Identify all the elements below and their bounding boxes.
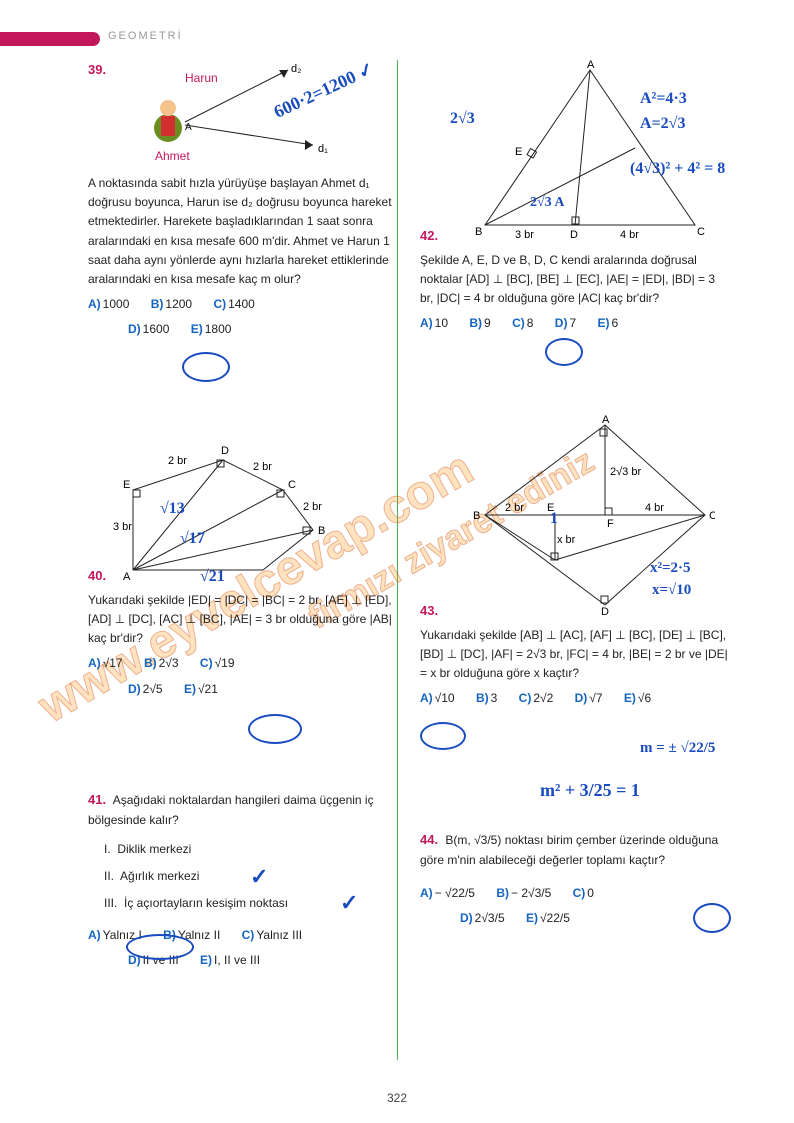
q43-hand-one: 1: [550, 510, 558, 528]
svg-text:D: D: [570, 229, 578, 240]
svg-text:2 br: 2 br: [303, 501, 322, 513]
q39-diagram: Harun Ahmet A d₁ d₂: [113, 60, 343, 170]
svg-text:Harun: Harun: [185, 71, 218, 85]
q41-text: Aşağıdaki noktalardan hangileri daima üç…: [88, 793, 374, 827]
q44-answer-circle: [693, 903, 731, 933]
svg-text:d₂: d₂: [291, 63, 301, 75]
svg-text:Ahmet: Ahmet: [155, 149, 190, 163]
q42-hand-b: A²=4·3: [640, 90, 687, 108]
q40-options: A)√17 B)2√3 C)√19: [88, 654, 398, 673]
q42-options: A)10 B)9 C)8 D)7 E)6: [420, 314, 730, 333]
svg-text:B: B: [475, 226, 482, 238]
q44-hand-eq: m² + 3/25 = 1: [540, 780, 640, 801]
q43-hand-eq2: x=√10: [652, 582, 691, 599]
svg-text:C: C: [709, 510, 715, 522]
svg-text:D: D: [221, 445, 229, 457]
q40-hand-r21: √21: [200, 568, 225, 586]
question-44: 44. B(m, √3/5) noktası birim çember üzer…: [420, 830, 730, 928]
q39-text: A noktasında sabit hızla yürüyüşe başlay…: [88, 174, 398, 289]
q42-hand-a: 2√3: [450, 110, 475, 128]
q41-check-2: ✓: [250, 864, 268, 890]
q39-options: A)1000 B)1200 C)1400: [88, 295, 398, 314]
q40-number: 40.: [88, 568, 106, 583]
svg-text:4 br: 4 br: [620, 229, 639, 240]
svg-text:4 br: 4 br: [645, 502, 664, 514]
q40-text: Yukarıdaki şekilde |ED| = |DC| = |BC| = …: [88, 591, 398, 649]
svg-text:E: E: [515, 146, 522, 158]
svg-text:x br: x br: [557, 534, 576, 546]
q41-item-1: I. Diklik merkezi: [104, 840, 398, 859]
q39-number: 39.: [88, 62, 106, 77]
svg-text:A: A: [185, 122, 192, 133]
svg-text:F: F: [607, 518, 614, 530]
q41-number: 41.: [88, 792, 106, 807]
q40-hand-r17: √17: [180, 530, 205, 548]
q44-number: 44.: [420, 832, 438, 847]
q43-number: 43.: [420, 603, 438, 618]
svg-text:B: B: [473, 510, 480, 522]
svg-text:2 br: 2 br: [168, 455, 187, 467]
q42-hand-e: (4√3)² + 4² = 8: [630, 160, 725, 178]
svg-text:C: C: [288, 479, 296, 491]
header-accent-bar: [0, 32, 100, 46]
q41-answer-circle: [126, 934, 194, 960]
q41-check-3: ✓: [340, 890, 358, 916]
q44-options: A)− √22/5 B)− 2√3/5 C)0: [420, 884, 730, 903]
svg-text:3 br: 3 br: [113, 521, 132, 533]
q40-hand-r13: √13: [160, 500, 185, 518]
subject-title: GEOMETRİ: [108, 30, 183, 42]
svg-text:d₁: d₁: [318, 143, 328, 155]
svg-text:D: D: [601, 606, 609, 615]
q40-diagram: E D C B A 3 br 2 br 2 br 2 br: [113, 430, 343, 580]
page-number: 322: [0, 1091, 794, 1105]
q43-answer-circle: [420, 722, 466, 750]
question-39: 39. Harun Ahmet A d₁ d₂ A noktasında sab…: [88, 60, 398, 340]
q43-hand-eq1: x²=2·5: [650, 560, 691, 577]
svg-text:A: A: [123, 571, 131, 580]
svg-text:2 br: 2 br: [505, 502, 524, 514]
q44-point: B(m, √3/5): [445, 833, 501, 847]
svg-text:C: C: [697, 226, 705, 238]
svg-text:3 br: 3 br: [515, 229, 534, 240]
svg-text:B: B: [318, 525, 325, 537]
q42-number: 42.: [420, 228, 438, 243]
svg-text:A: A: [602, 415, 610, 426]
q39-answer-circle: [182, 352, 230, 382]
q42-hand-d: 2√3 A: [530, 195, 565, 211]
q42-diagram: A B C D E 3 br 4 br: [475, 60, 705, 240]
svg-text:E: E: [123, 479, 130, 491]
svg-text:2 br: 2 br: [253, 461, 272, 473]
q44-hand-res: m = ± √22/5: [640, 740, 715, 757]
q42-text: Şekilde A, E, D ve B, D, C kendi araları…: [420, 251, 730, 309]
svg-text:A: A: [587, 60, 595, 71]
q42-answer-circle: [545, 338, 583, 366]
q40-answer-circle: [248, 714, 302, 744]
question-40: 40. E D C B A 3 br 2 br 2 br 2 br Yukarı…: [88, 430, 398, 699]
q43-options: A)√10 B)3 C)2√2 D)√7 E)√6: [420, 689, 730, 708]
q43-text: Yukarıdaki şekilde [AB] ⊥ [AC], [AF] ⊥ […: [420, 626, 730, 684]
svg-text:2√3 br: 2√3 br: [610, 466, 641, 478]
q42-hand-c: A=2√3: [640, 115, 685, 133]
